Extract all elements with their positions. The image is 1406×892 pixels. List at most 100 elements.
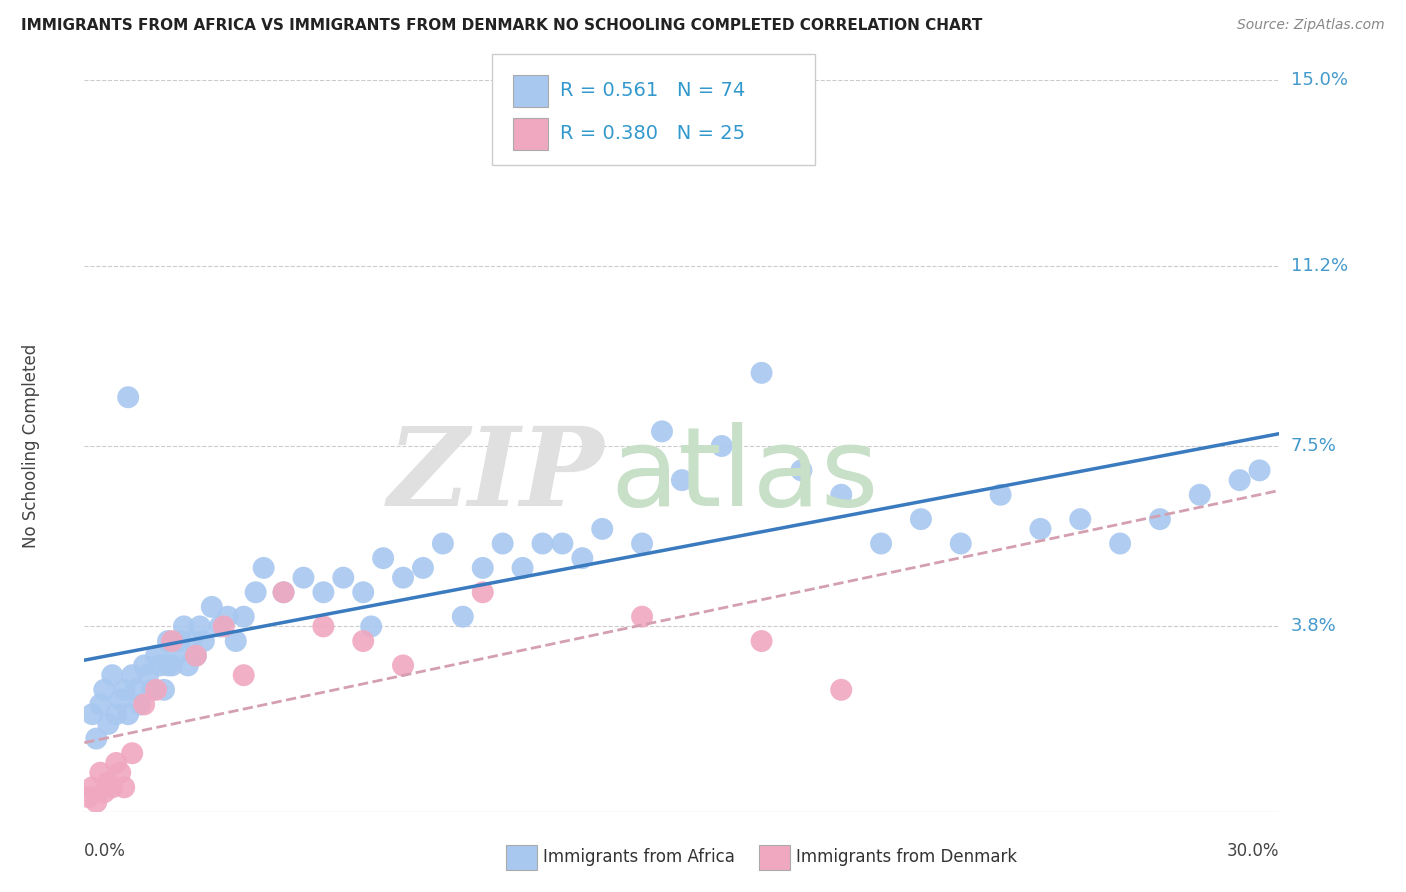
Point [217,609,239,624]
Point [710,439,733,453]
Text: 15.0%: 15.0% [1291,71,1347,89]
Point [77,790,100,805]
Point [232,609,254,624]
Point [184,648,207,663]
Point [531,536,554,550]
Point [631,609,654,624]
Point [177,658,200,673]
Text: R = 0.380   N = 25: R = 0.380 N = 25 [560,124,745,144]
Point [160,658,183,673]
Point [245,585,267,599]
Point [631,536,654,550]
Point [551,536,574,550]
Point [790,463,813,477]
Text: R = 0.561   N = 74: R = 0.561 N = 74 [560,81,745,101]
Point [208,619,231,633]
Point [157,658,180,673]
Text: Source: ZipAtlas.com: Source: ZipAtlas.com [1237,18,1385,32]
Point [181,634,204,648]
Point [352,585,374,599]
Point [332,571,354,585]
Point [273,585,295,599]
Point [145,648,167,663]
Point [990,488,1012,502]
Text: 11.2%: 11.2% [1291,257,1348,275]
Point [121,668,143,682]
Text: 7.5%: 7.5% [1291,437,1337,455]
Point [212,619,235,633]
Text: Immigrants from Africa: Immigrants from Africa [543,848,734,866]
Point [173,619,195,633]
Text: 30.0%: 30.0% [1227,842,1279,860]
Point [157,634,180,648]
Point [193,634,215,648]
Point [169,634,191,648]
Point [153,682,176,697]
Point [82,780,104,795]
Point [97,717,120,731]
Point [591,522,613,536]
Point [671,473,693,487]
Point [89,698,111,712]
Point [141,682,163,697]
Point [1188,488,1211,502]
Point [188,619,211,633]
Point [132,658,156,673]
Point [1029,522,1052,536]
Point [112,682,135,697]
Point [312,585,335,599]
Point [1229,473,1251,487]
Text: 0.0%: 0.0% [84,842,127,860]
Point [432,536,454,550]
Point [86,795,108,809]
Point [110,765,132,780]
Point [373,551,395,566]
Point [492,536,515,550]
Point [651,425,673,439]
Text: Immigrants from Denmark: Immigrants from Denmark [796,848,1017,866]
Point [512,561,534,575]
Point [392,658,415,673]
Point [412,561,434,575]
Point [112,780,135,795]
Text: IMMIGRANTS FROM AFRICA VS IMMIGRANTS FROM DENMARK NO SCHOOLING COMPLETED CORRELA: IMMIGRANTS FROM AFRICA VS IMMIGRANTS FRO… [21,18,983,33]
Point [830,682,852,697]
Text: ZIP: ZIP [388,422,605,529]
Point [292,571,315,585]
Point [392,571,415,585]
Point [352,634,374,648]
Point [82,707,104,722]
Point [160,634,183,648]
Text: 3.8%: 3.8% [1291,617,1336,635]
Point [451,609,474,624]
Point [121,746,143,760]
Point [110,692,132,706]
Point [312,619,335,633]
Text: atlas: atlas [610,422,879,529]
Point [136,668,159,682]
Point [360,619,382,633]
Point [949,536,972,550]
Point [471,585,494,599]
Point [93,785,115,799]
Point [201,599,224,614]
Point [145,682,167,697]
Point [273,585,295,599]
Point [870,536,893,550]
Point [97,775,120,789]
Point [105,707,128,722]
Point [132,698,156,712]
Point [751,634,773,648]
Point [117,707,139,722]
Point [184,648,207,663]
Point [149,658,172,673]
Point [129,698,152,712]
Point [1249,463,1271,477]
Point [910,512,932,526]
Point [117,390,139,404]
Point [225,634,247,648]
Point [101,780,124,795]
Point [89,765,111,780]
Point [253,561,276,575]
Point [101,668,124,682]
